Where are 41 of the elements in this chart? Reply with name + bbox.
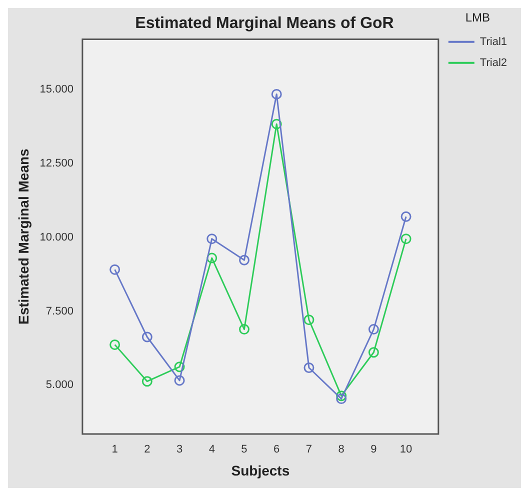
point: [110, 339, 120, 350]
y-tick-label: 15.000: [40, 84, 74, 96]
point: [271, 88, 282, 100]
point: [271, 118, 282, 130]
point: [304, 314, 314, 326]
point: [336, 394, 347, 404]
x-tick-label: 5: [241, 444, 248, 456]
point: [110, 264, 120, 275]
x-axis-title: Subjects: [231, 462, 290, 478]
x-tick-label: 6: [274, 444, 280, 456]
point: [238, 324, 250, 335]
x-tick-label: 1: [112, 444, 118, 456]
point: [368, 347, 379, 358]
point: [336, 390, 347, 402]
y-tick-label: 7.500: [46, 305, 74, 318]
y-tick-label: 5.000: [46, 379, 74, 392]
legend-label: Trial2: [480, 56, 508, 69]
point: [174, 375, 185, 386]
point: [206, 252, 218, 264]
x-tick-label: 2: [144, 444, 150, 456]
point: [400, 211, 412, 222]
x-tick-label: 9: [370, 444, 377, 456]
legend-title: LMB: [465, 10, 490, 24]
x-tick-label: 10: [400, 444, 412, 456]
point: [368, 324, 379, 335]
y-tick-label: 10.000: [40, 231, 74, 244]
x-tick-label: 8: [338, 444, 344, 456]
point: [206, 234, 218, 244]
x-tick-label: 3: [176, 444, 183, 456]
x-tick-label: 7: [306, 444, 312, 456]
chart-title: Estimated Marginal Means of GoR: [135, 15, 394, 32]
point: [142, 376, 152, 387]
x-tick-label: 4: [208, 444, 215, 456]
point: [400, 234, 412, 244]
legend-label: Trial1: [480, 36, 508, 48]
y-tick-label: 12.500: [40, 157, 74, 170]
y-axis-title: Estimated Marginal Means: [15, 148, 32, 325]
point: [142, 332, 152, 342]
point: [304, 362, 314, 374]
point: [238, 254, 250, 266]
point: [174, 362, 185, 372]
